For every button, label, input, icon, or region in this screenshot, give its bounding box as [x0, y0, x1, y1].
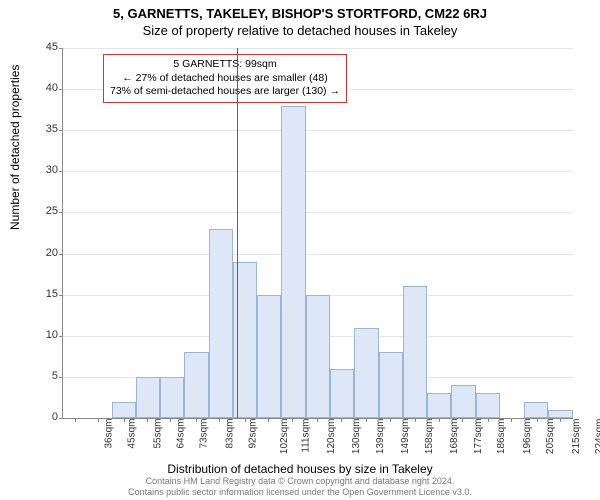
- histogram-bar: [281, 106, 305, 418]
- ytick-label: 40: [28, 82, 58, 94]
- ytick-mark: [59, 254, 63, 255]
- xtick-mark: [560, 418, 561, 422]
- xtick-mark: [292, 418, 293, 422]
- ytick-mark: [59, 171, 63, 172]
- ytick-mark: [59, 48, 63, 49]
- ytick-mark: [59, 212, 63, 213]
- histogram-bar: [209, 229, 233, 418]
- xtick-label: 205sqm: [545, 419, 556, 455]
- xtick-label: 73sqm: [199, 419, 210, 449]
- histogram-bar: [160, 377, 184, 418]
- histogram-plot: 05101520253035404536sqm45sqm55sqm64sqm73…: [62, 48, 573, 419]
- annotation-line2: ← 27% of detached houses are smaller (48…: [110, 72, 340, 86]
- histogram-bar: [379, 352, 403, 418]
- xtick-mark: [341, 418, 342, 422]
- annotation-box: 5 GARNETTS: 99sqm ← 27% of detached hous…: [103, 54, 347, 103]
- footer-attribution: Contains HM Land Registry data © Crown c…: [0, 476, 600, 499]
- ytick-label: 30: [28, 164, 58, 176]
- annotation-line3: 73% of semi-detached houses are larger (…: [110, 85, 340, 99]
- xtick-mark: [415, 418, 416, 422]
- ytick-label: 35: [28, 123, 58, 135]
- xtick-label: 36sqm: [103, 419, 114, 449]
- histogram-bar: [403, 286, 427, 418]
- xtick-label: 168sqm: [450, 419, 461, 455]
- xtick-label: 102sqm: [279, 419, 290, 455]
- gridline: [63, 130, 573, 131]
- xtick-label: 196sqm: [522, 419, 533, 455]
- xtick-mark: [147, 418, 148, 422]
- ytick-mark: [59, 377, 63, 378]
- xtick-label: 64sqm: [175, 419, 186, 449]
- ytick-mark: [59, 89, 63, 90]
- xtick-mark: [439, 418, 440, 422]
- ytick-label: 10: [28, 329, 58, 341]
- xtick-label: 158sqm: [424, 419, 435, 455]
- xtick-label: 55sqm: [152, 419, 163, 449]
- ytick-label: 20: [28, 247, 58, 259]
- xtick-label: 83sqm: [225, 419, 236, 449]
- ytick-label: 45: [28, 41, 58, 53]
- histogram-bar: [548, 410, 572, 418]
- ytick-label: 0: [28, 411, 58, 423]
- xtick-label: 45sqm: [126, 419, 137, 449]
- xtick-label: 139sqm: [375, 419, 386, 455]
- y-axis-label: Number of detached properties: [8, 65, 22, 230]
- xtick-mark: [462, 418, 463, 422]
- xtick-label: 186sqm: [496, 419, 507, 455]
- xtick-mark: [219, 418, 220, 422]
- gridline: [63, 48, 573, 49]
- title-address: 5, GARNETTS, TAKELEY, BISHOP'S STORTFORD…: [0, 0, 600, 21]
- ytick-mark: [59, 336, 63, 337]
- gridline: [63, 171, 573, 172]
- reference-line: [237, 48, 238, 418]
- histogram-bar: [306, 295, 330, 418]
- histogram-bar: [330, 369, 354, 418]
- title-subtitle: Size of property relative to detached ho…: [0, 21, 600, 42]
- xtick-label: 215sqm: [571, 419, 582, 455]
- xtick-mark: [124, 418, 125, 422]
- ytick-mark: [59, 130, 63, 131]
- annotation-line1: 5 GARNETTS: 99sqm: [110, 58, 340, 72]
- xtick-label: 111sqm: [301, 419, 312, 453]
- xtick-mark: [390, 418, 391, 422]
- xtick-label: 149sqm: [400, 419, 411, 455]
- xtick-mark: [98, 418, 99, 422]
- ytick-mark: [59, 295, 63, 296]
- histogram-bar: [451, 385, 475, 418]
- histogram-bar: [257, 295, 281, 418]
- gridline: [63, 212, 573, 213]
- xtick-label: 130sqm: [351, 419, 362, 455]
- xtick-mark: [366, 418, 367, 422]
- histogram-bar: [184, 352, 208, 418]
- ytick-label: 15: [28, 288, 58, 300]
- footer-line1: Contains HM Land Registry data © Crown c…: [0, 476, 600, 487]
- xtick-label: 92sqm: [248, 419, 259, 449]
- xtick-label: 224sqm: [594, 419, 600, 455]
- xtick-mark: [511, 418, 512, 422]
- histogram-bar: [427, 393, 451, 418]
- xtick-mark: [196, 418, 197, 422]
- xtick-mark: [170, 418, 171, 422]
- x-axis-label: Distribution of detached houses by size …: [0, 462, 600, 476]
- ytick-label: 25: [28, 205, 58, 217]
- histogram-bar: [354, 328, 378, 418]
- xtick-label: 177sqm: [473, 419, 484, 455]
- xtick-label: 120sqm: [326, 419, 337, 455]
- histogram-bar: [524, 402, 548, 418]
- histogram-bar: [136, 377, 160, 418]
- xtick-mark: [317, 418, 318, 422]
- xtick-mark: [488, 418, 489, 422]
- histogram-bar: [112, 402, 136, 418]
- footer-line2: Contains public sector information licen…: [0, 487, 600, 498]
- histogram-bar: [476, 393, 500, 418]
- xtick-mark: [245, 418, 246, 422]
- ytick-mark: [59, 418, 63, 419]
- ytick-label: 5: [28, 370, 58, 382]
- xtick-mark: [268, 418, 269, 422]
- gridline: [63, 254, 573, 255]
- xtick-mark: [75, 418, 76, 422]
- xtick-mark: [537, 418, 538, 422]
